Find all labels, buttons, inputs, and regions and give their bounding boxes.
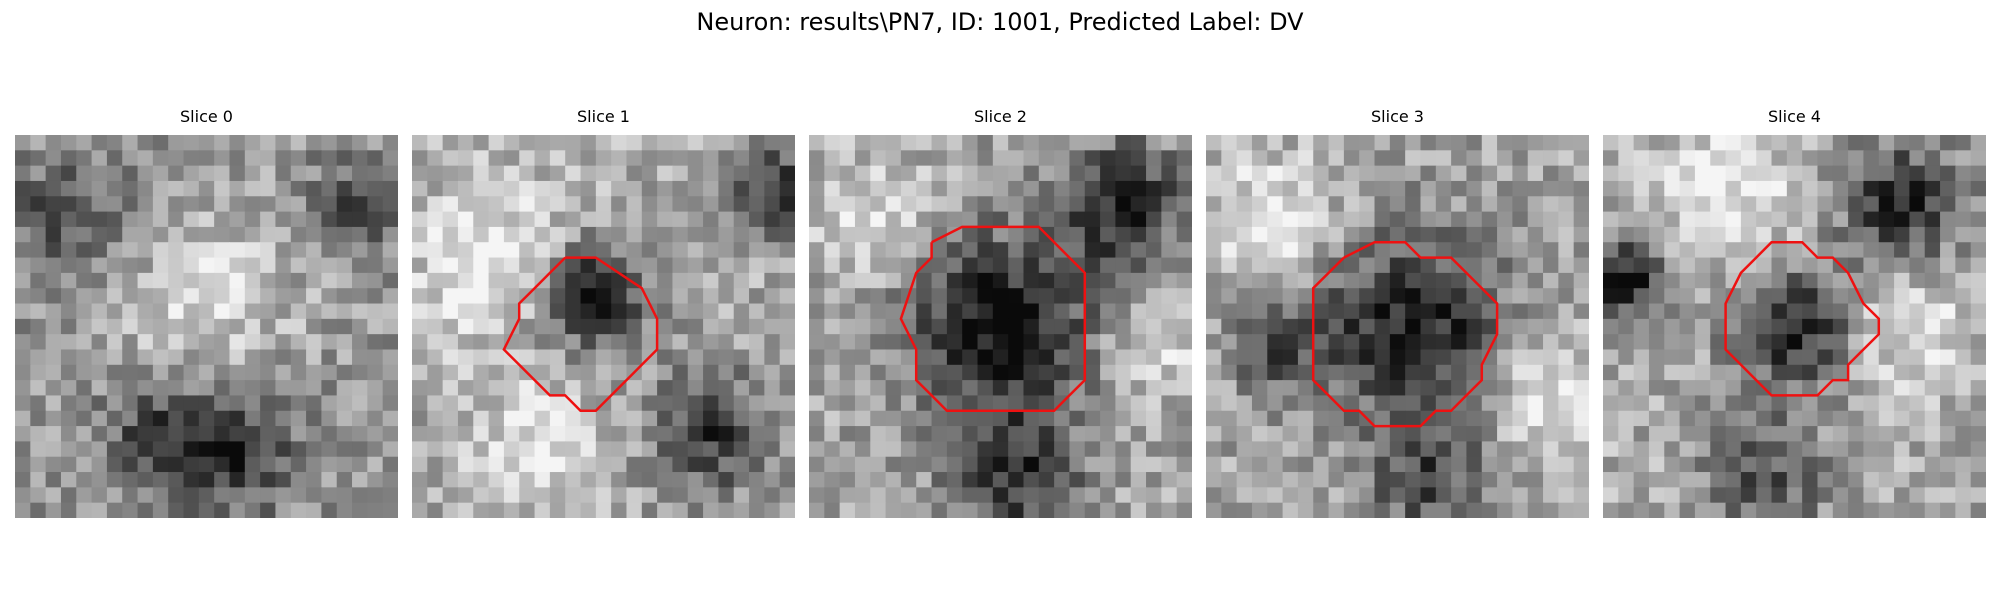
slice-image-0 [15, 135, 398, 518]
slice-panel-4: Slice 4 [1603, 107, 1986, 518]
slice-title-1: Slice 1 [577, 107, 630, 126]
slice-image-3 [1206, 135, 1589, 518]
contour-outline [899, 225, 1087, 413]
slice-title-4: Slice 4 [1768, 107, 1821, 126]
slice-title-3: Slice 3 [1371, 107, 1424, 126]
slice-panel-1: Slice 1 [412, 107, 795, 518]
slice-title-2: Slice 2 [974, 107, 1027, 126]
contour-outline [502, 256, 659, 413]
contour-outline [1311, 240, 1499, 428]
slice-panel-0: Slice 0 [15, 107, 398, 518]
slice-panel-3: Slice 3 [1206, 107, 1589, 518]
slice-image-2 [809, 135, 1192, 518]
slice-panel-2: Slice 2 [809, 107, 1192, 518]
slice-title-0: Slice 0 [180, 107, 233, 126]
contour-outline [1724, 240, 1881, 397]
slice-image-1 [412, 135, 795, 518]
figure-title: Neuron: results\PN7, ID: 1001, Predicted… [696, 8, 1304, 36]
slice-image-4 [1603, 135, 1986, 518]
